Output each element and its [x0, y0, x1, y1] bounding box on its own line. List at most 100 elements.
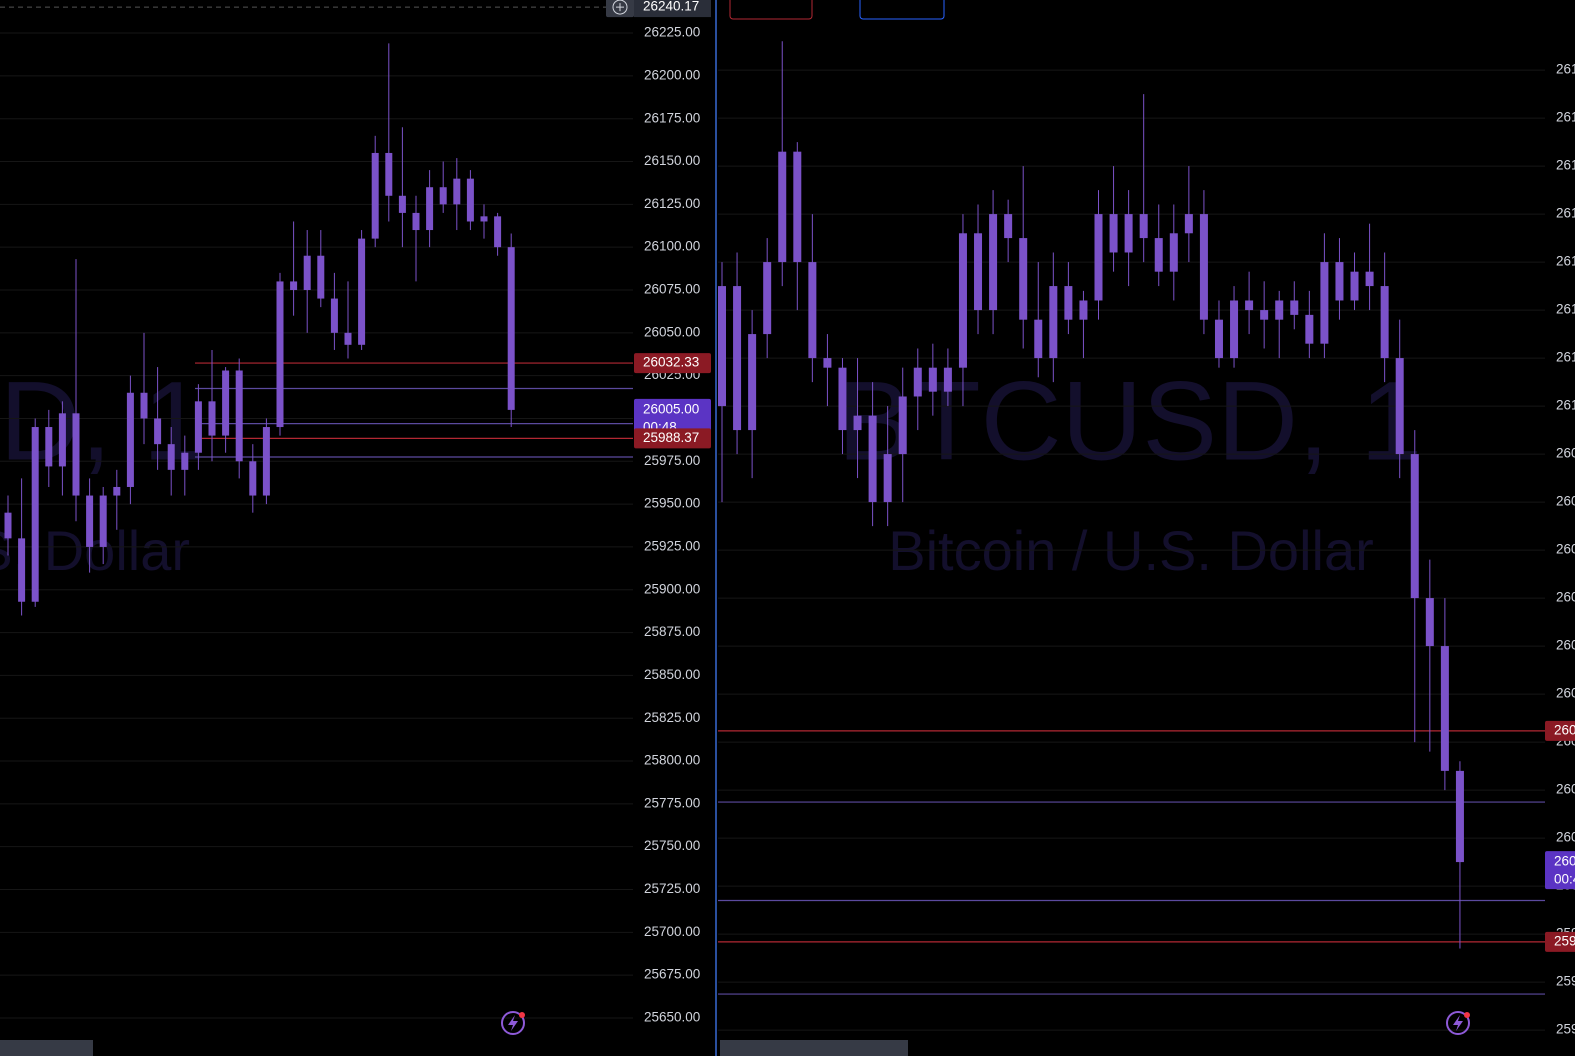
candle-body: [748, 334, 757, 431]
sell-button[interactable]: [729, 0, 813, 20]
candle-body: [330, 298, 338, 333]
candle-body: [793, 151, 802, 263]
candle-body: [358, 238, 366, 345]
candle-body: [222, 370, 230, 436]
candle-body: [344, 332, 352, 345]
y-tick-label: 26050.00: [644, 324, 700, 339]
y-tick-label: 26200.00: [644, 67, 700, 82]
y-tick-label: 26050.00: [1556, 638, 1575, 653]
candle-body: [1380, 286, 1389, 359]
candle-body: [1260, 310, 1269, 320]
crosshair-badge: [634, 0, 711, 18]
y-tick-label: 25875.00: [644, 624, 700, 639]
y-tick-label: 26170.00: [1556, 62, 1575, 77]
candle-body: [1169, 233, 1178, 272]
y-tick-label: 25950.00: [644, 496, 700, 511]
price-badge: [1545, 851, 1575, 890]
candle-body: [113, 486, 121, 496]
candle-body: [194, 401, 202, 453]
y-tick-label: 25700.00: [644, 924, 700, 939]
candle-body: [4, 512, 12, 539]
y-tick-label: 26160.00: [1556, 110, 1575, 125]
candle-body: [208, 401, 216, 436]
crosshair-label: 26240.17: [643, 0, 699, 14]
candle-body: [235, 370, 243, 462]
y-tick-label: 26125.00: [644, 196, 700, 211]
candle-body: [763, 262, 772, 335]
candle-body: [1109, 214, 1118, 253]
y-tick-label: 26010.00: [1556, 830, 1575, 845]
candle-body: [303, 255, 311, 290]
buy-button[interactable]: [859, 0, 945, 20]
candle-body: [1290, 300, 1299, 315]
candle-body: [808, 262, 817, 359]
y-tick-label: 26150.00: [644, 153, 700, 168]
candle-body: [958, 233, 967, 368]
candle-body: [1199, 214, 1208, 320]
candle-body: [154, 418, 162, 445]
y-tick-label: 26075.00: [644, 282, 700, 297]
candle-body: [466, 178, 474, 222]
candle-body: [838, 367, 847, 431]
candle-body: [1305, 314, 1314, 344]
candle-body: [1335, 262, 1344, 301]
price-badge-label: 25988.37: [1554, 933, 1575, 948]
y-tick-label: 25675.00: [644, 967, 700, 982]
candle-body: [126, 392, 134, 487]
y-tick-label: 25970.00: [1556, 1022, 1575, 1037]
watermark-description: Bitcoin / U.S. Dollar: [0, 519, 190, 582]
y-tick-label: 25900.00: [644, 581, 700, 596]
candle-body: [778, 151, 787, 263]
candle-body: [249, 461, 257, 496]
y-tick-label: 26080.00: [1556, 494, 1575, 509]
y-tick-label: 26120.00: [1556, 302, 1575, 317]
price-badge: [634, 353, 711, 374]
candle-body: [1230, 300, 1239, 359]
candle-body: [480, 216, 488, 222]
candle-body: [898, 396, 907, 455]
candle-body: [913, 367, 922, 397]
candle-body: [883, 454, 892, 503]
candle-body: [853, 415, 862, 431]
scrollbar[interactable]: [720, 1040, 908, 1056]
price-badge-label: 26032.33: [1554, 722, 1575, 737]
candle-body: [426, 187, 434, 231]
candle-body: [1154, 238, 1163, 272]
alert-icon[interactable]: [1446, 1011, 1470, 1035]
y-tick-label: 25825.00: [644, 710, 700, 725]
candle-body: [823, 358, 832, 368]
overlay: 26225.00 26200.00 26175.00 26150.00 26125.00…: [606, 0, 1575, 1037]
candle-body: [1365, 271, 1374, 287]
candle-body: [928, 367, 937, 392]
candle-body: [1245, 300, 1254, 311]
add-icon: [616, 3, 624, 12]
candle-body: [398, 195, 406, 213]
y-tick-label: 26140.00: [1556, 206, 1575, 221]
price-badge: [634, 428, 711, 449]
candle-body: [385, 152, 393, 196]
price-badge: [634, 398, 711, 437]
candle-body: [1455, 770, 1464, 863]
candle-body: [1139, 214, 1148, 239]
candle-body: [58, 413, 66, 467]
y-tick-label: 25975.00: [644, 453, 700, 468]
candle-body: [1094, 214, 1103, 301]
candle-body: [317, 255, 325, 299]
candle-body: [1395, 358, 1404, 455]
candle-body: [72, 413, 80, 496]
candle-body: [276, 281, 284, 428]
price-badge: [1545, 720, 1575, 741]
y-tick-label: 25750.00: [644, 838, 700, 853]
candle-body: [371, 152, 379, 239]
alert-icon[interactable]: [501, 1011, 525, 1035]
y-tick-label: 26070.00: [1556, 542, 1575, 557]
y-tick-label: 25850.00: [644, 667, 700, 682]
candle-body: [45, 427, 53, 467]
candle-body: [290, 281, 298, 290]
scrollbar[interactable]: [0, 1040, 93, 1056]
price-badge-label: 26005.00: [1554, 854, 1575, 869]
candle-body: [1034, 319, 1043, 359]
candle-body: [262, 427, 270, 496]
